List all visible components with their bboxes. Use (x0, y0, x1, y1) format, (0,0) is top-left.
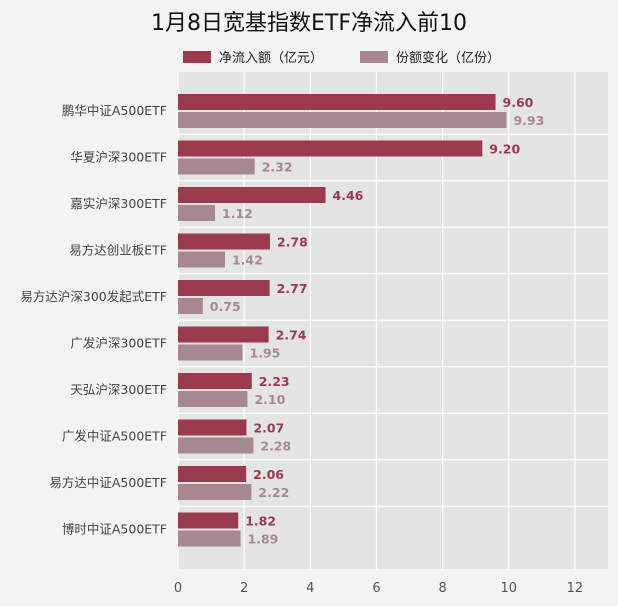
value-label-share-change-0: 9.93 (513, 113, 544, 128)
bar-share-change-4 (178, 298, 203, 314)
value-label-share-change-2: 1.12 (222, 206, 253, 221)
x-tick-label-3: 6 (372, 581, 380, 596)
legend-label-net-inflow: 净流入额（亿元） (219, 51, 323, 66)
bar-share-change-7 (178, 437, 254, 454)
bar-share-change-2 (178, 205, 216, 221)
category-labels: 鹏华中证A500ETF 华夏沪深300ETF 嘉实沪深300ETF 易方达创业板ETF… (20, 103, 167, 537)
value-label-net-inflow-8: 2.06 (253, 467, 284, 482)
legend-label-share-change: 份额变化（亿份） (396, 50, 500, 66)
category-label-4: 易方达沪深300发起式ETF (20, 289, 167, 304)
value-label-net-inflow-4: 2.77 (277, 281, 308, 296)
value-label-net-inflow-6: 2.23 (259, 374, 290, 389)
x-tick-label-0: 0 (174, 581, 182, 596)
category-label-1: 华夏沪深300ETF (70, 150, 167, 165)
value-label-share-change-7: 2.28 (260, 439, 291, 454)
category-label-6: 天弘沪深300ETF (70, 382, 167, 397)
category-label-8: 易方达中证A500ETF (49, 475, 167, 490)
bar-share-change-9 (178, 530, 241, 547)
bar-share-change-5 (178, 344, 243, 361)
bar-share-change-0 (178, 112, 507, 128)
category-label-2: 嘉实沪深300ETF (70, 196, 167, 211)
legend-swatch-share-change (360, 51, 388, 63)
x-axis-ticks: 0 2 4 6 8 10 12 (174, 581, 583, 596)
x-tick-label-4: 8 (438, 581, 446, 596)
value-label-share-change-8: 2.22 (258, 485, 289, 500)
value-label-net-inflow-1: 9.20 (489, 142, 520, 157)
chart-title: 1月8日宽基指数ETF净流入前10 (151, 11, 467, 36)
value-label-net-inflow-7: 2.07 (253, 421, 284, 436)
bar-share-change-6 (178, 391, 248, 407)
bar-net-inflow-8 (178, 466, 247, 482)
bar-net-inflow-5 (178, 326, 269, 343)
bar-net-inflow-6 (178, 373, 252, 389)
bar-net-inflow-7 (178, 419, 247, 436)
x-tick-label-2: 4 (306, 581, 314, 596)
bar-net-inflow-0 (178, 94, 496, 110)
bar-net-inflow-4 (178, 280, 270, 296)
bars: 9.60 9.93 9.20 2.32 4.46 1.12 2.78 1.42 2.77 0.75… (178, 94, 544, 547)
x-tick-label-6: 12 (567, 581, 584, 596)
value-label-net-inflow-0: 9.60 (503, 95, 534, 110)
category-label-5: 广发沪深300ETF (70, 336, 167, 351)
value-label-net-inflow-9: 1.82 (245, 514, 276, 529)
value-label-share-change-4: 0.75 (210, 299, 241, 314)
bar-net-inflow-2 (178, 187, 326, 203)
value-label-net-inflow-5: 2.74 (276, 328, 307, 343)
value-label-net-inflow-2: 4.46 (333, 188, 364, 203)
bar-net-inflow-1 (178, 140, 483, 157)
category-label-9: 博时中证A500ETF (62, 522, 167, 537)
bar-net-inflow-3 (178, 233, 270, 250)
x-tick-label-5: 10 (500, 581, 517, 596)
category-label-0: 鹏华中证A500ETF (62, 103, 167, 118)
value-label-share-change-5: 1.95 (250, 346, 281, 361)
category-label-3: 易方达创业板ETF (69, 243, 167, 258)
value-label-share-change-1: 2.32 (262, 160, 293, 175)
category-label-7: 广发中证A500ETF (62, 429, 167, 444)
bar-share-change-8 (178, 484, 252, 500)
value-label-share-change-3: 1.42 (232, 253, 263, 268)
value-label-net-inflow-3: 2.78 (277, 235, 308, 250)
legend-swatch-net-inflow (183, 51, 211, 63)
value-label-share-change-9: 1.89 (248, 532, 279, 547)
x-tick-label-1: 2 (240, 581, 248, 596)
bar-net-inflow-9 (178, 512, 239, 529)
bar-share-change-3 (178, 251, 225, 268)
legend: 净流入额（亿元） 份额变化（亿份） (183, 50, 500, 66)
bar-share-change-1 (178, 158, 255, 175)
value-label-share-change-6: 2.10 (254, 392, 285, 407)
